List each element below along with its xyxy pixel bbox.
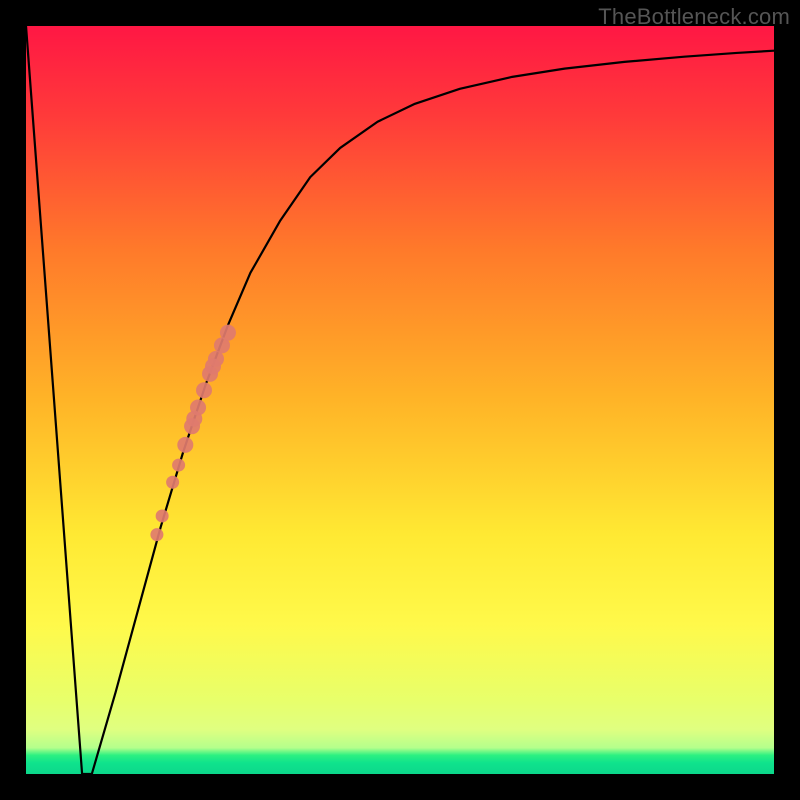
marker-dot: [186, 411, 202, 427]
marker-dot: [196, 382, 212, 398]
chart-root: TheBottleneck.com: [0, 0, 800, 800]
marker-dot: [172, 459, 185, 472]
plot-background: [26, 26, 774, 774]
marker-dot: [220, 325, 236, 341]
marker-dot: [150, 528, 163, 541]
marker-dot: [177, 437, 193, 453]
marker-dot: [156, 509, 169, 522]
marker-dot: [166, 476, 179, 489]
chart-svg: [0, 0, 800, 800]
watermark-text: TheBottleneck.com: [598, 4, 790, 30]
marker-dot: [205, 358, 221, 374]
